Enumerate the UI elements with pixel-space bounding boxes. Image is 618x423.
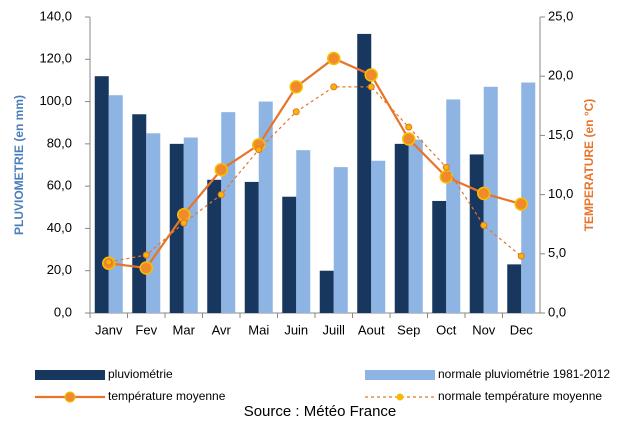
bar: [446, 99, 461, 313]
bar: [183, 137, 198, 313]
y2-tick-label: 15,0: [548, 127, 573, 142]
y2-tick-label: 5,0: [548, 245, 566, 260]
bar: [221, 112, 236, 314]
bar: [319, 270, 334, 313]
bar: [469, 154, 484, 313]
bar: [146, 133, 161, 313]
x-tick-label: Dec: [510, 322, 534, 337]
y2-tick-label: 0,0: [548, 304, 566, 319]
x-tick-label: Juin: [284, 322, 308, 337]
bar: [371, 160, 386, 313]
marker: [477, 186, 491, 201]
bar: [408, 139, 423, 313]
y2-tick-label: 20,0: [548, 68, 573, 83]
marker: [327, 51, 341, 66]
y-axis-title: PLUVIOMETRIE (en mm): [12, 95, 26, 235]
y2-tick-label: 10,0: [548, 186, 573, 201]
marker: [442, 163, 450, 171]
legend-swatch: [365, 370, 435, 380]
bar: [132, 114, 147, 313]
marker: [139, 261, 153, 275]
marker: [289, 80, 303, 94]
marker: [180, 219, 188, 227]
x-tick-label: Mar: [173, 322, 196, 337]
source: Source : Météo France: [244, 403, 397, 420]
x-tick-label: Oct: [436, 322, 457, 337]
bar: [207, 179, 222, 313]
marker: [217, 191, 225, 199]
bar: [296, 150, 311, 313]
legend-label: normale température moyenne: [438, 389, 602, 403]
legend-marker: [396, 393, 404, 401]
marker: [480, 221, 488, 229]
marker: [405, 123, 413, 131]
bar: [244, 181, 259, 313]
marker: [517, 252, 525, 260]
marker: [105, 258, 113, 266]
x-tick-label: Avr: [212, 322, 232, 337]
x-tick-label: Nov: [472, 322, 496, 337]
x-tick-label: Mai: [248, 322, 269, 337]
marker: [364, 68, 378, 82]
y-tick-label: 60,0: [47, 178, 72, 193]
y2-axis-title: TEMPERATURE (en °C): [582, 99, 596, 232]
x-tick-label: Sep: [397, 322, 420, 337]
bar: [483, 86, 498, 314]
x-tick-label: Juill: [323, 322, 346, 337]
y-tick-label: 80,0: [47, 135, 72, 150]
bar: [357, 33, 372, 314]
marker: [177, 207, 191, 222]
line: [108, 86, 522, 263]
bar: [432, 200, 447, 313]
line: [108, 57, 522, 270]
marker: [402, 132, 416, 146]
y-tick-label: 120,0: [39, 51, 72, 66]
marker: [367, 83, 375, 91]
y-tick-label: 0,0: [54, 304, 72, 319]
marker: [142, 251, 150, 259]
marker: [330, 83, 338, 91]
x-tick-label: Fev: [135, 322, 157, 337]
legend-label: pluviométrie: [108, 367, 173, 381]
marker: [292, 108, 300, 116]
bar: [94, 76, 109, 313]
marker: [255, 146, 263, 154]
legend-label: température moyenne: [108, 389, 226, 403]
y-tick-label: 40,0: [47, 220, 72, 235]
x-tick-label: Janv: [95, 322, 123, 337]
bar: [258, 101, 273, 313]
y-tick-label: 140,0: [39, 8, 72, 23]
marker: [439, 170, 453, 184]
legend-marker: [64, 391, 76, 403]
bar: [333, 167, 348, 313]
marker: [514, 197, 528, 211]
y-tick-label: 100,0: [39, 93, 72, 108]
y-tick-label: 20,0: [47, 262, 72, 277]
x-tick-label: Aout: [358, 322, 385, 337]
bar: [521, 82, 536, 314]
legend-label: normale pluviométrie 1981-2012: [438, 367, 610, 381]
y2-tick-label: 25,0: [548, 8, 573, 23]
legend-swatch: [35, 370, 105, 380]
marker: [214, 162, 228, 177]
bar: [394, 143, 409, 313]
bar: [108, 95, 123, 313]
bar: [282, 196, 297, 313]
bar: [507, 264, 522, 313]
